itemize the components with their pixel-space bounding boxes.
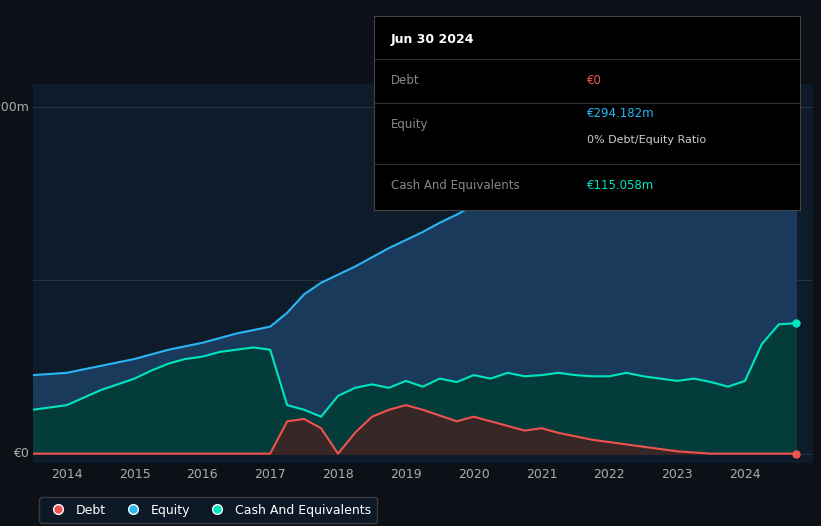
- Text: €0: €0: [587, 74, 602, 86]
- Text: Debt: Debt: [391, 74, 420, 86]
- Text: €115.058m: €115.058m: [587, 179, 654, 191]
- Text: €294.182m: €294.182m: [587, 107, 654, 119]
- Text: Equity: Equity: [391, 118, 428, 132]
- Text: Jun 30 2024: Jun 30 2024: [391, 33, 475, 46]
- Text: Cash And Equivalents: Cash And Equivalents: [391, 179, 519, 191]
- Text: €300m: €300m: [0, 101, 29, 114]
- Text: 0% Debt/Equity Ratio: 0% Debt/Equity Ratio: [587, 135, 706, 145]
- Text: €0: €0: [13, 447, 29, 460]
- Legend: Debt, Equity, Cash And Equivalents: Debt, Equity, Cash And Equivalents: [39, 498, 378, 523]
